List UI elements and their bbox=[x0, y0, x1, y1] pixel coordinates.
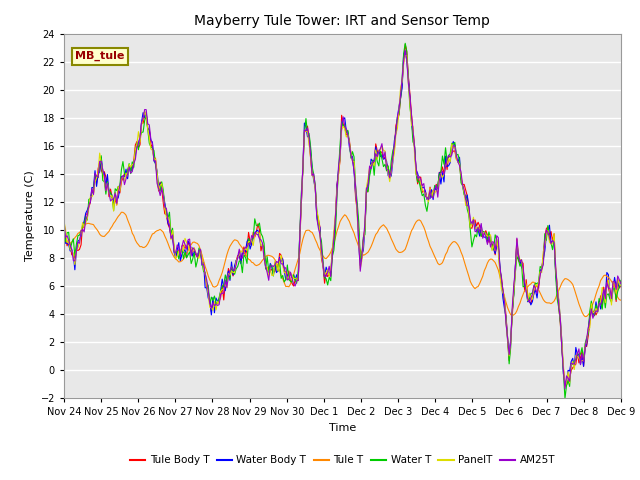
Water T bbox=[129, 159, 136, 165]
Water Body T bbox=[401, 48, 409, 54]
Water T bbox=[561, 396, 569, 401]
Tule Body T bbox=[60, 229, 68, 235]
Water Body T bbox=[244, 236, 252, 241]
Tule T bbox=[589, 301, 596, 307]
Line: Water Body T: Water Body T bbox=[64, 51, 621, 383]
AM25T bbox=[226, 268, 234, 274]
Text: MB_tule: MB_tule bbox=[75, 51, 125, 61]
Water Body T bbox=[226, 277, 234, 283]
Tule Body T bbox=[589, 310, 596, 316]
Tule T bbox=[617, 297, 625, 303]
Water T bbox=[401, 40, 409, 46]
Tule T bbox=[60, 236, 68, 241]
Line: Tule T: Tule T bbox=[64, 212, 621, 317]
Tule T bbox=[228, 241, 236, 247]
AM25T bbox=[401, 47, 409, 53]
Line: PanelT: PanelT bbox=[64, 55, 621, 387]
Tule T bbox=[118, 209, 125, 215]
AM25T bbox=[244, 240, 252, 246]
Tule T bbox=[255, 262, 263, 267]
Tule T bbox=[246, 257, 254, 263]
Tule T bbox=[130, 233, 138, 239]
AM25T bbox=[129, 168, 136, 174]
Water Body T bbox=[254, 227, 262, 233]
AM25T bbox=[589, 315, 596, 321]
PanelT bbox=[254, 230, 262, 236]
Water Body T bbox=[589, 312, 596, 318]
Tule Body T bbox=[401, 42, 409, 48]
AM25T bbox=[617, 281, 625, 287]
Legend: Tule Body T, Water Body T, Tule T, Water T, PanelT, AM25T: Tule Body T, Water Body T, Tule T, Water… bbox=[125, 451, 559, 469]
Tule Body T bbox=[129, 168, 136, 174]
Line: AM25T: AM25T bbox=[64, 50, 621, 389]
Title: Mayberry Tule Tower: IRT and Sensor Temp: Mayberry Tule Tower: IRT and Sensor Temp bbox=[195, 14, 490, 28]
Tule Body T bbox=[226, 271, 234, 276]
AM25T bbox=[303, 125, 311, 131]
AM25T bbox=[60, 218, 68, 224]
Water T bbox=[254, 223, 262, 229]
AM25T bbox=[561, 386, 569, 392]
Water Body T bbox=[60, 226, 68, 232]
Water Body T bbox=[303, 134, 311, 140]
Tule Body T bbox=[561, 384, 569, 389]
Water Body T bbox=[617, 283, 625, 288]
Water Body T bbox=[129, 168, 136, 174]
Tule T bbox=[581, 314, 589, 320]
Water Body T bbox=[563, 380, 570, 385]
Water T bbox=[226, 276, 234, 282]
AM25T bbox=[254, 232, 262, 238]
PanelT bbox=[226, 272, 234, 278]
Tule Body T bbox=[244, 229, 252, 235]
PanelT bbox=[244, 239, 252, 244]
PanelT bbox=[561, 384, 569, 390]
X-axis label: Time: Time bbox=[329, 423, 356, 433]
Tule T bbox=[305, 228, 313, 233]
Water T bbox=[589, 309, 596, 314]
PanelT bbox=[617, 283, 625, 289]
Water T bbox=[60, 234, 68, 240]
Line: Tule Body T: Tule Body T bbox=[64, 45, 621, 386]
Tule Body T bbox=[254, 221, 262, 227]
PanelT bbox=[129, 162, 136, 168]
Water T bbox=[303, 131, 311, 137]
Y-axis label: Temperature (C): Temperature (C) bbox=[25, 170, 35, 262]
Line: Water T: Water T bbox=[64, 43, 621, 398]
Tule Body T bbox=[617, 283, 625, 289]
PanelT bbox=[303, 129, 311, 134]
PanelT bbox=[589, 310, 596, 316]
PanelT bbox=[60, 218, 68, 224]
PanelT bbox=[403, 52, 411, 58]
Water T bbox=[244, 236, 252, 241]
Tule Body T bbox=[303, 123, 311, 129]
Water T bbox=[617, 277, 625, 283]
